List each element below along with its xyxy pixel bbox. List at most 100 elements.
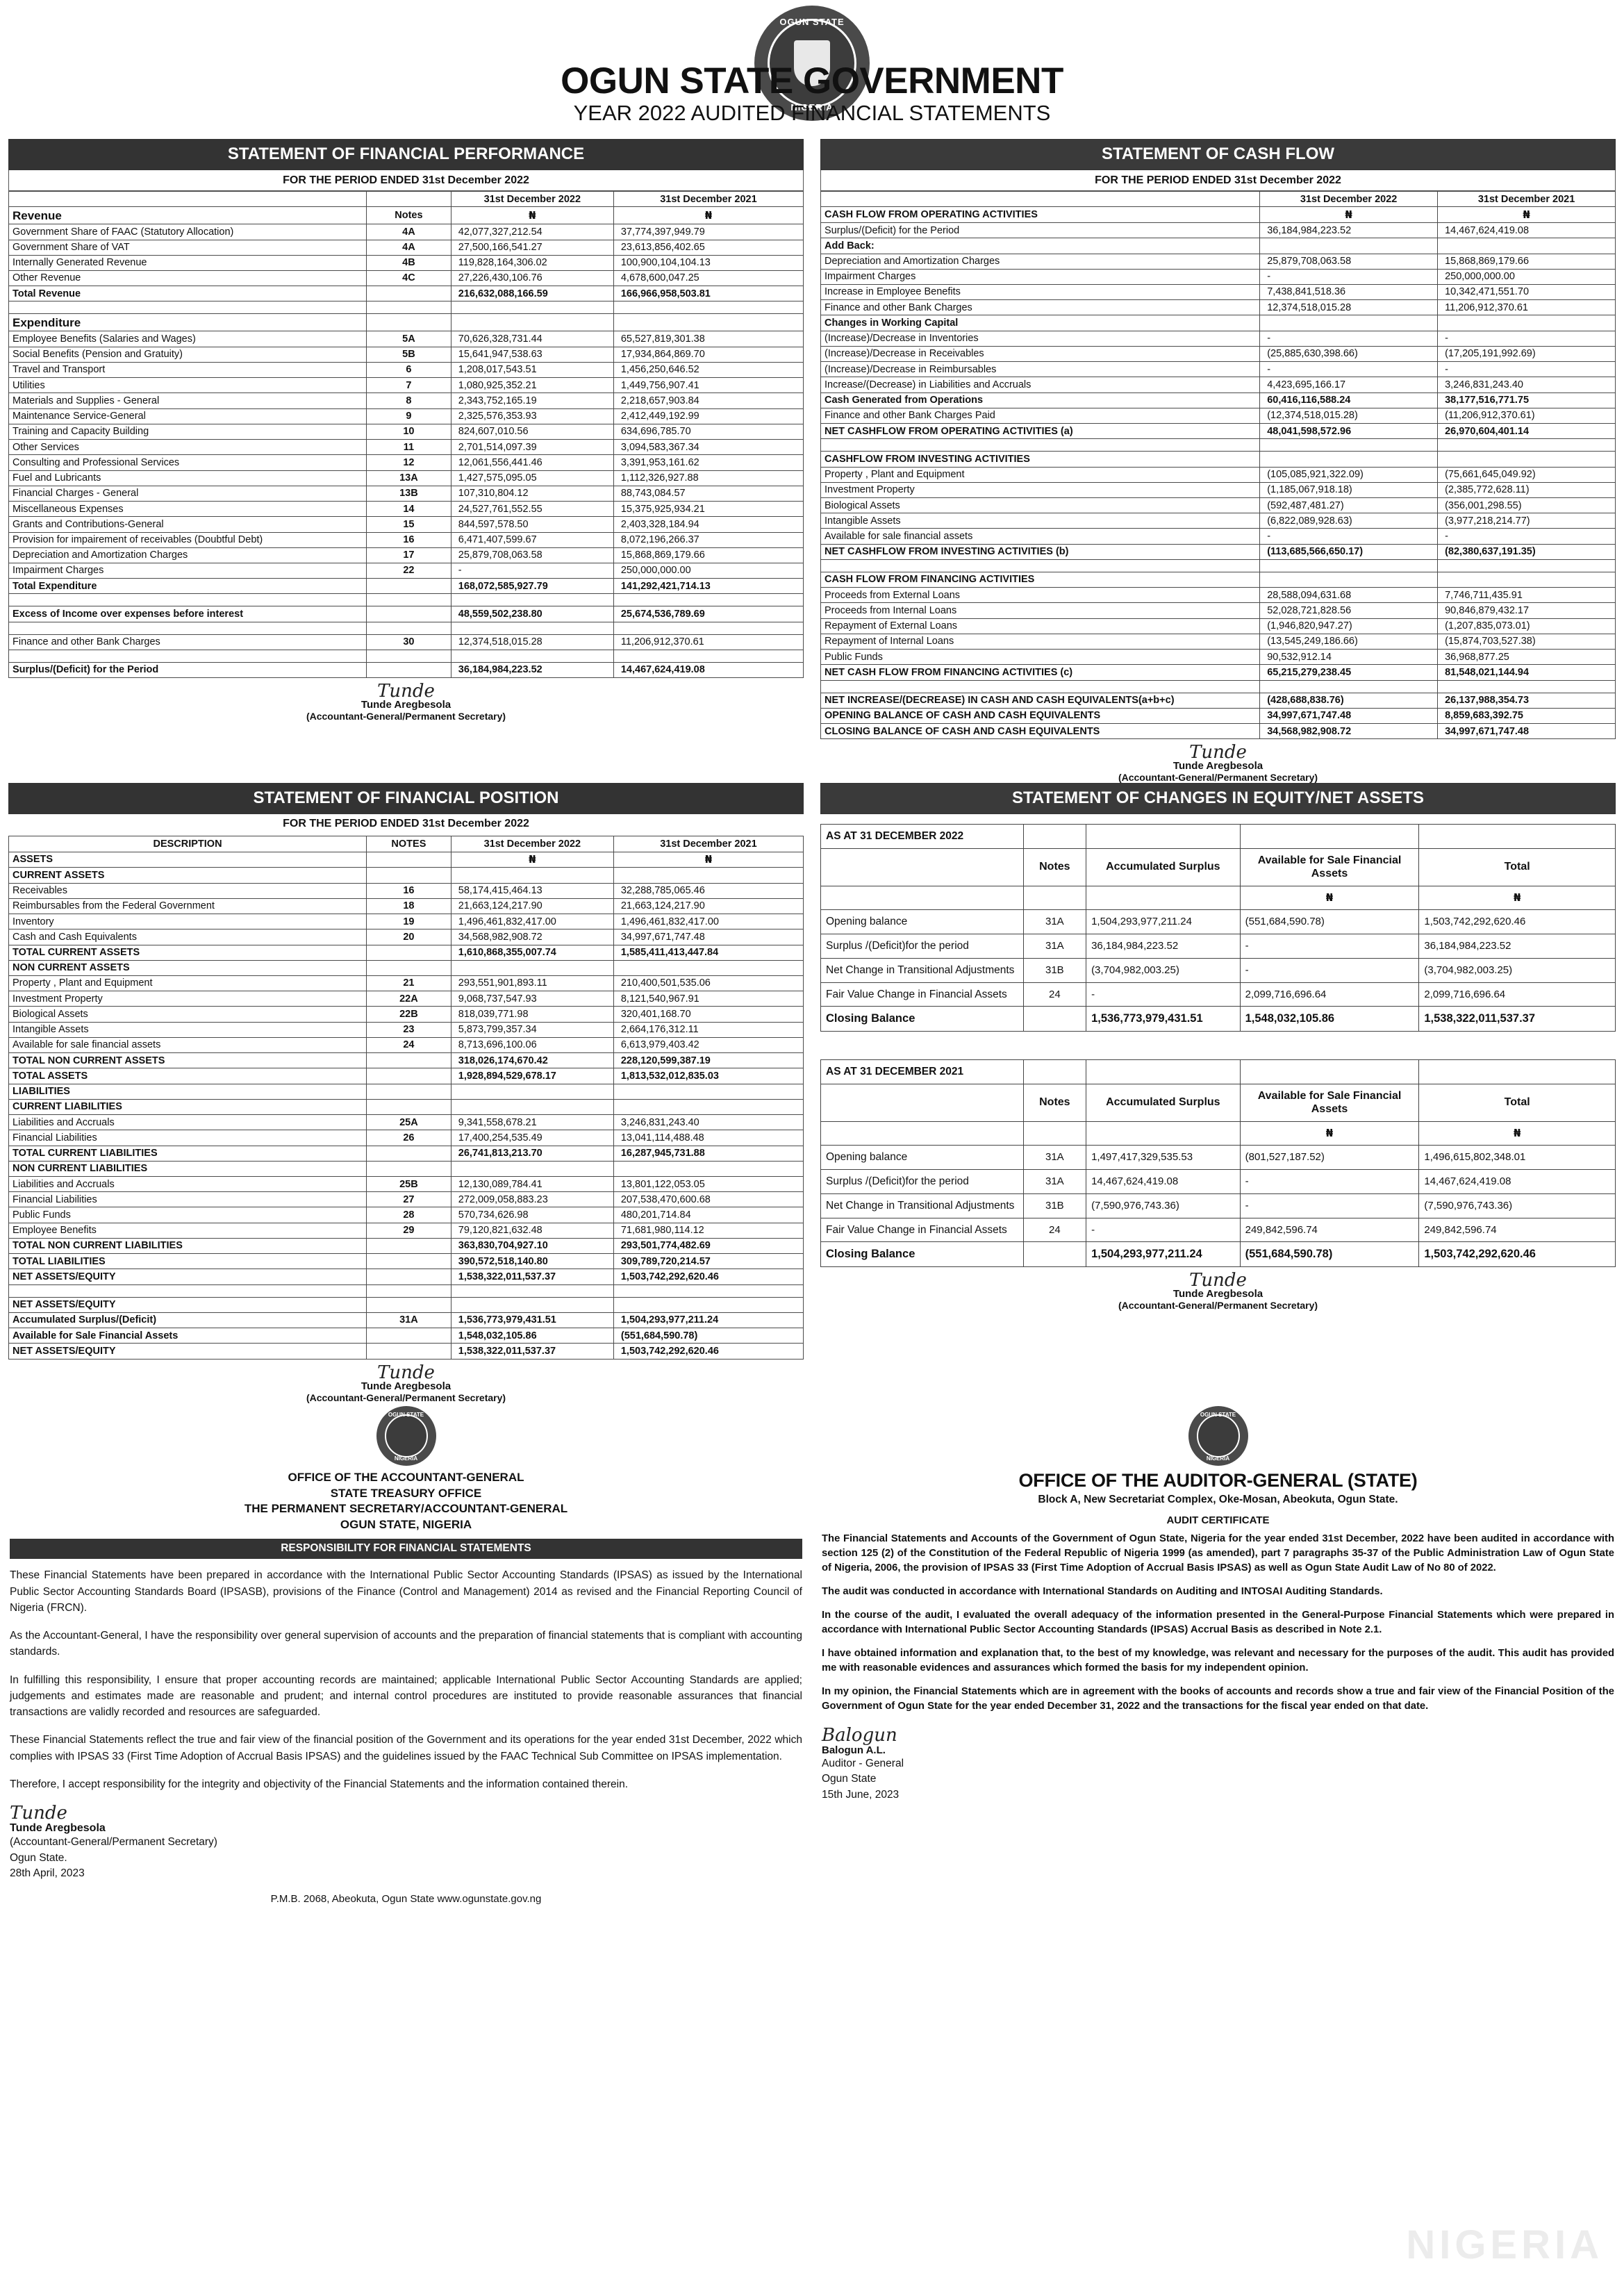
row-available-for-sale: - (1239, 1169, 1420, 1194)
row-value-2022 (450, 1083, 614, 1100)
column-header-2021: 31st December 2021 (1437, 190, 1616, 208)
row-label: Cash Generated from Operations (820, 392, 1261, 408)
table-row: CURRENT ASSETS (8, 867, 804, 884)
row-note: 9 (366, 408, 451, 424)
row-value-2021: - (1437, 528, 1616, 545)
table-row: Liabilities and Accruals 25A 9,341,558,678… (8, 1114, 804, 1131)
header-accumulated-surplus: Accumulated Surplus (1086, 848, 1241, 886)
table-row: NON CURRENT LIABILITIES (8, 1160, 804, 1177)
row-value-2021 (1437, 451, 1616, 468)
row-value-2022: 34,997,671,747.48 (1259, 707, 1439, 725)
table-row: Opening balance 31A 1,497,417,329,535.53 (8… (820, 1145, 1616, 1171)
spacer-cell (450, 649, 614, 663)
page-subtitle: YEAR 2022 AUDITED FINANCIAL STATEMENTS (573, 101, 1051, 125)
row-note (366, 944, 451, 961)
naira-symbol: ₦ (613, 851, 804, 868)
row-label: Surplus /(Deficit)for the period (820, 933, 1024, 959)
spacer-cell (366, 593, 451, 607)
row-value-2022: 9,068,737,547.93 (450, 991, 614, 1007)
auditor-office-address: Block A, New Secretariat Complex, Oke-Mo… (1038, 1493, 1398, 1505)
row-value-2022: 1,496,461,832,417.00 (450, 914, 614, 930)
row-note (366, 1083, 451, 1100)
spacer-cell (450, 621, 614, 635)
row-value-2022: 25,879,708,063.58 (450, 547, 614, 563)
row-note (366, 1068, 451, 1084)
office-line: OGUN STATE, NIGERIA (340, 1518, 472, 1532)
row-label: Reimbursables from the Federal Governmen… (8, 898, 367, 915)
row-label: Liabilities and Accruals (8, 1114, 367, 1131)
table-row: NET CASHFLOW FROM INVESTING ACTIVITIES (… (820, 543, 1616, 560)
table-row: Property , Plant and Equipment 21 293,551,… (8, 975, 804, 992)
table-row: Public Funds 90,532,912.14 36,968,877.25 (820, 649, 1616, 666)
table-row: Cash and Cash Equivalents 20 34,568,982,90… (8, 929, 804, 945)
table-row: TOTAL LIABILITIES 390,572,518,140.80 309,7… (8, 1253, 804, 1270)
table-row: CURRENT LIABILITIES (8, 1098, 804, 1116)
signature-mark: Tunde (377, 1362, 435, 1383)
table-row: Employee Benefits (Salaries and Wages) 5A… (8, 331, 804, 347)
spacer-cell (1086, 824, 1241, 850)
table-row: NON CURRENT ASSETS (8, 959, 804, 976)
spacer-cell (8, 649, 367, 663)
row-note: 24 (366, 1036, 451, 1054)
crest-inner (1196, 1414, 1240, 1457)
crest-inner (384, 1414, 428, 1457)
row-label: Depreciation and Amortization Charges (820, 253, 1261, 270)
row-value-2021: 16,287,945,731.88 (613, 1145, 804, 1162)
row-value-2022: 1,208,017,543.51 (450, 361, 614, 379)
position-signature-block: Tunde Tunde Aregbesola (Accountant-Gener… (8, 1364, 804, 1403)
row-value-2021 (613, 959, 804, 976)
row-value-2021: 320,401,168.70 (613, 1006, 804, 1023)
signatory-role: (Accountant-General/Permanent Secretary) (10, 1836, 217, 1849)
row-note: 31B (1022, 1193, 1087, 1218)
row-note: 7 (366, 377, 451, 394)
statement-of-financial-performance: STATEMENT OF FINANCIAL PERFORMANCE FOR T… (0, 139, 812, 783)
row-value-2022: (25,885,630,398.66) (1259, 345, 1439, 363)
row-value-2022: 1,610,868,355,007.74 (450, 944, 614, 961)
table-row: Fair Value Change in Financial Assets 24-… (820, 982, 1616, 1007)
row-value-2022: 42,077,327,212.54 (450, 224, 614, 240)
row-value-2022: 824,607,010.56 (450, 423, 614, 440)
table-row: Total Expenditure 168,072,585,927.79 141,2… (8, 578, 804, 595)
table-row: Grants and Contributions-General 15 844,59… (8, 516, 804, 533)
table-row: Available for sale financial assets - - (820, 528, 1616, 545)
row-note: 11 (366, 439, 451, 456)
table-row: CASH FLOW FROM OPERATING ACTIVITIES ₦ ₦ (820, 206, 1616, 224)
crest-top-text: OGUN STATE (388, 1411, 424, 1418)
row-label: Social Benefits (Pension and Gratuity) (8, 346, 367, 363)
office-line: STATE TREASURY OFFICE (330, 1486, 482, 1500)
row-value-2022: 34,568,982,908.72 (1259, 723, 1439, 740)
row-value-2021 (613, 867, 804, 884)
signature-mark: Tunde (1189, 742, 1247, 763)
spacer-cell (820, 1084, 1024, 1122)
table-row: ASSETS ₦ ₦ (8, 851, 804, 868)
row-value-2022: 119,828,164,306.02 (450, 254, 614, 271)
row-label: Surplus/(Deficit) for the Period (8, 661, 367, 679)
footer-row: OGUN STATE NIGERIA OFFICE OF THE ACCOUNT… (0, 1405, 1624, 1905)
table-row: Closing Balance 1,536,773,979,431.51 1,548… (820, 1006, 1616, 1032)
row-label: CASH FLOW FROM OPERATING ACTIVITIES (820, 206, 1261, 224)
row-note: 14 (366, 501, 451, 518)
row-label: Cash and Cash Equivalents (8, 929, 367, 945)
row-note: 21 (366, 975, 451, 992)
table-row: Surplus/(Deficit) for the Period 36,184,9… (820, 222, 1616, 239)
row-label: Public Funds (820, 649, 1261, 666)
row-value-2022: (592,487,481.27) (1259, 497, 1439, 514)
row-value-2021: 8,859,683,392.75 (1437, 707, 1616, 725)
row-note: 8 (366, 392, 451, 409)
row-value-2022: 272,009,058,883.23 (450, 1191, 614, 1208)
row-value-2021: 38,177,516,771.75 (1437, 392, 1616, 408)
table-row: Available for Sale Financial Assets 1,548… (8, 1328, 804, 1344)
table-row: Property , Plant and Equipment (105,085,9… (820, 466, 1616, 483)
equity-table-2022: AS AT 31 DECEMBER 2022 Notes Accumulated S… (820, 824, 1616, 1032)
row-label: TOTAL ASSETS (8, 1068, 367, 1084)
performance-table: 31st December 2022 31st December 2021 Reve… (8, 190, 804, 679)
spacer-cell (8, 190, 367, 208)
audit-certificate-text: The Financial Statements and Accounts of… (822, 1532, 1614, 1714)
naira-symbol: ₦ (450, 206, 614, 225)
row-value-2021: 2,218,657,903.84 (613, 392, 804, 409)
row-label: Fair Value Change in Financial Assets (820, 1217, 1024, 1243)
table-row: Depreciation and Amortization Charges 17 2… (8, 547, 804, 563)
table-row: Available for sale financial assets 24 8,7… (8, 1036, 804, 1054)
row-value-2022: 17,400,254,535.49 (450, 1130, 614, 1146)
spacer-cell (1022, 1059, 1087, 1085)
